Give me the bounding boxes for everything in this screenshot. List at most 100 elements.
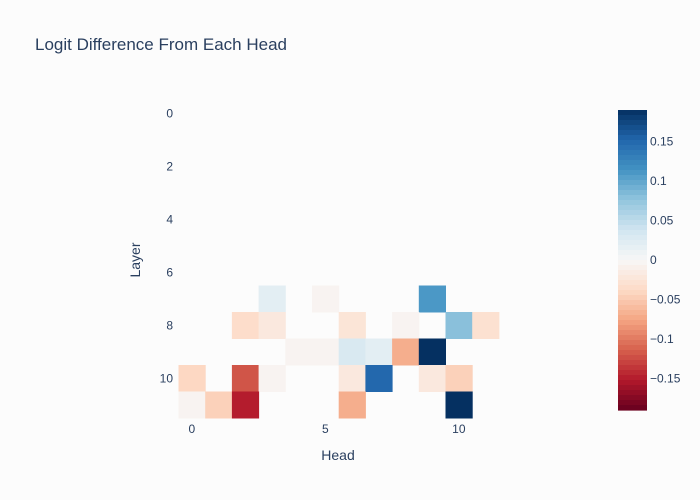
heatmap-cell — [445, 365, 473, 392]
colorbar-band — [618, 355, 647, 361]
colorbar-band — [618, 320, 647, 326]
heatmap-cell — [445, 391, 473, 419]
heatmap-cell — [231, 391, 260, 419]
colorbar-band — [618, 360, 647, 366]
colorbar-band — [618, 120, 647, 126]
heatmap-cell — [312, 338, 340, 366]
colorbar-band — [618, 230, 647, 236]
x-axis-ticks: 0 5 10 — [189, 422, 466, 436]
colorbar-band — [618, 270, 647, 276]
chart-title: Logit Difference From Each Head — [35, 35, 287, 54]
heatmap-cell — [258, 365, 286, 392]
heatmap-cell — [418, 365, 446, 392]
colorbar-band — [618, 200, 647, 206]
heatmap-cell — [418, 285, 446, 313]
colorbar-band — [618, 350, 647, 356]
colorbar-band — [618, 400, 647, 406]
y-tick-label: 6 — [166, 265, 173, 279]
colorbar-band — [618, 300, 647, 306]
colorbar-band — [618, 305, 647, 311]
colorbar-band — [618, 185, 647, 191]
colorbar-band — [618, 265, 647, 271]
colorbar-band — [618, 340, 647, 346]
colorbar-ticks: 0.15 0.1 0.05 0 −0.05 −0.1 −0.15 — [650, 135, 681, 386]
colorbar-band — [618, 250, 647, 256]
colorbar-band — [618, 345, 647, 351]
colorbar-band — [618, 370, 647, 376]
colorbar-band — [618, 405, 647, 411]
heatmap-cells — [178, 285, 500, 419]
y-axis-label: Layer — [127, 242, 143, 277]
colorbar-band — [618, 280, 647, 286]
colorbar-band — [618, 210, 647, 216]
heatmap-cell — [365, 338, 393, 366]
colorbar-band — [618, 135, 647, 141]
colorbar-band — [618, 395, 647, 401]
colorbar — [618, 110, 647, 411]
colorbar-band — [618, 365, 647, 371]
colorbar-band — [618, 150, 647, 156]
colorbar-band — [618, 170, 647, 176]
colorbar-band — [618, 205, 647, 211]
heatmap-cell — [338, 312, 366, 339]
y-tick-label: 2 — [166, 159, 173, 173]
colorbar-band — [618, 125, 647, 131]
colorbar-band — [618, 285, 647, 291]
colorbar-band — [618, 240, 647, 246]
colorbar-tick-label: −0.05 — [650, 292, 681, 306]
colorbar-tick-label: 0 — [650, 253, 657, 267]
heatmap-cell — [205, 391, 233, 419]
colorbar-tick-label: 0.05 — [650, 214, 674, 228]
colorbar-band — [618, 165, 647, 171]
heatmap-cell — [258, 312, 286, 339]
colorbar-band — [618, 325, 647, 331]
heatmap-cell — [231, 365, 260, 392]
y-tick-label: 4 — [166, 212, 173, 226]
colorbar-band — [618, 175, 647, 181]
colorbar-band — [618, 315, 647, 321]
heatmap-cell — [418, 338, 446, 366]
colorbar-band — [618, 335, 647, 341]
colorbar-tick-label: −0.15 — [650, 371, 681, 385]
heatmap-cell — [338, 391, 366, 419]
y-axis-ticks: 0 2 4 6 8 10 — [160, 106, 174, 385]
colorbar-band — [618, 235, 647, 241]
heatmap-cell — [285, 338, 313, 366]
colorbar-band — [618, 215, 647, 221]
colorbar-band — [618, 115, 647, 121]
colorbar-band — [618, 290, 647, 296]
heatmap-cell — [178, 391, 206, 419]
colorbar-band — [618, 140, 647, 146]
colorbar-band — [618, 310, 647, 316]
colorbar-band — [618, 110, 647, 116]
colorbar-band — [618, 160, 647, 166]
heatmap-cell — [178, 365, 206, 392]
colorbar-tick-label: 0.1 — [650, 174, 667, 188]
colorbar-band — [618, 255, 647, 261]
heatmap-cell — [312, 285, 340, 313]
x-axis-label: Head — [321, 447, 354, 463]
colorbar-band — [618, 275, 647, 281]
colorbar-band — [618, 375, 647, 381]
heatmap-cell — [231, 312, 260, 339]
colorbar-band — [618, 145, 647, 151]
colorbar-band — [618, 380, 647, 386]
y-tick-label: 10 — [160, 371, 174, 385]
heatmap-cell — [258, 285, 286, 313]
colorbar-band — [618, 180, 647, 186]
colorbar-band — [618, 190, 647, 196]
colorbar-band — [618, 195, 647, 201]
colorbar-band — [618, 330, 647, 336]
colorbar-band — [618, 385, 647, 391]
colorbar-band — [618, 260, 647, 266]
x-tick-label: 5 — [322, 422, 329, 436]
x-tick-label: 0 — [189, 422, 196, 436]
heatmap-cell — [392, 338, 420, 366]
y-tick-label: 0 — [166, 106, 173, 120]
colorbar-band — [618, 225, 647, 231]
colorbar-band — [618, 390, 647, 396]
colorbar-band — [618, 220, 647, 226]
y-tick-label: 8 — [166, 318, 173, 332]
